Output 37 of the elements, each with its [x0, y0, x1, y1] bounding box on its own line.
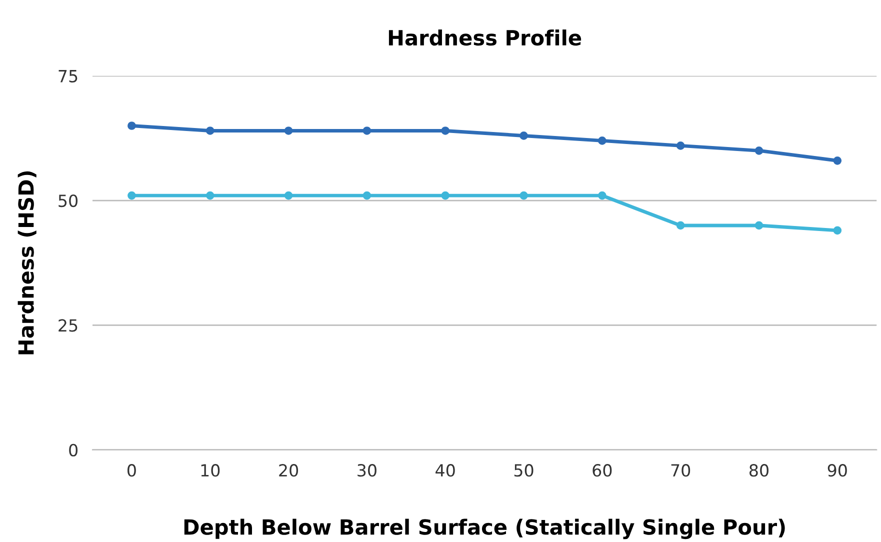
x-tick-label: 90 — [828, 464, 847, 477]
y-tick-label: 75 — [58, 70, 78, 82]
point — [598, 136, 606, 145]
point — [128, 122, 136, 130]
point — [754, 146, 764, 155]
chart-title: Hardness Profile — [388, 29, 582, 46]
x-tick-label: 30 — [358, 464, 376, 477]
point — [362, 126, 372, 135]
point — [754, 221, 764, 230]
point — [598, 191, 606, 200]
point — [441, 191, 450, 200]
point — [833, 156, 842, 165]
y-axis-title: Hardness (HSD) — [18, 171, 36, 354]
point — [441, 126, 450, 135]
x-tick-label: 40 — [436, 464, 455, 477]
y-tick-label: 0 — [69, 444, 78, 456]
x-tick-label: 80 — [750, 464, 768, 477]
point — [284, 126, 293, 135]
point — [206, 191, 214, 200]
x-tick-label: 0 — [128, 464, 136, 477]
point — [284, 191, 293, 200]
y-tick-label: 25 — [58, 319, 78, 332]
point — [520, 191, 528, 200]
point — [520, 132, 528, 140]
point — [362, 191, 372, 200]
x-tick-label: 20 — [279, 464, 298, 477]
x-tick-label: 60 — [592, 464, 612, 477]
point — [833, 226, 842, 235]
y-tick-label: 50 — [58, 194, 78, 208]
point — [206, 126, 214, 135]
point — [128, 191, 136, 200]
x-tick-label: 10 — [201, 464, 220, 477]
x-tick-label: 70 — [671, 464, 690, 477]
point — [676, 142, 685, 150]
x-axis-title: Depth Below Barrel Surface (Statically Single Pour) — [184, 518, 785, 540]
x-tick-label: 50 — [514, 464, 534, 477]
point — [676, 221, 685, 230]
